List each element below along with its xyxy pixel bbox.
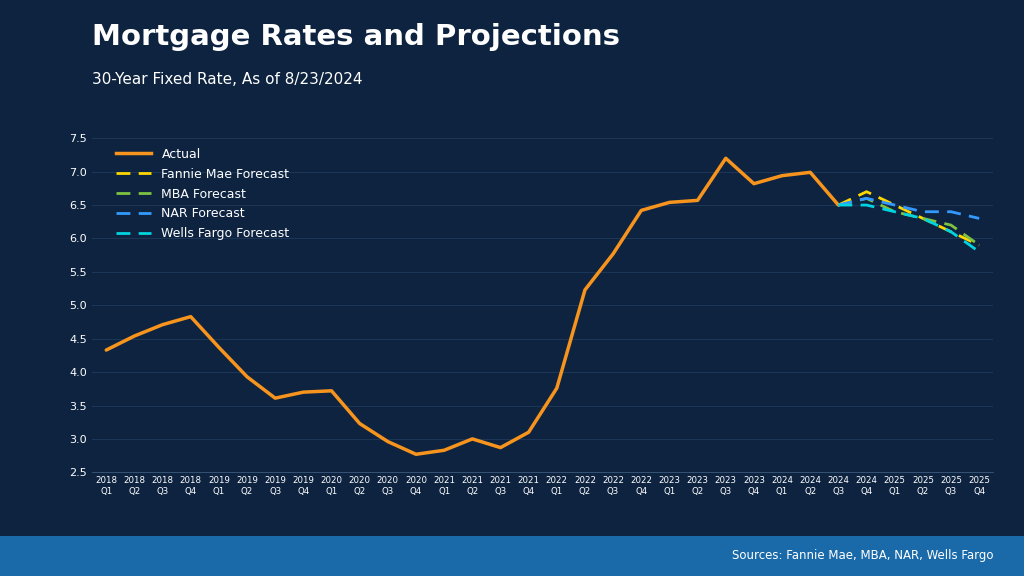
Text: Mortgage Rates and Projections: Mortgage Rates and Projections xyxy=(92,23,621,51)
Text: Sources: Fannie Mae, MBA, NAR, Wells Fargo: Sources: Fannie Mae, MBA, NAR, Wells Far… xyxy=(732,550,993,562)
Text: 30-Year Fixed Rate, As of 8/23/2024: 30-Year Fixed Rate, As of 8/23/2024 xyxy=(92,72,362,87)
Legend: Actual, Fannie Mae Forecast, MBA Forecast, NAR Forecast, Wells Fargo Forecast: Actual, Fannie Mae Forecast, MBA Forecas… xyxy=(117,148,290,240)
